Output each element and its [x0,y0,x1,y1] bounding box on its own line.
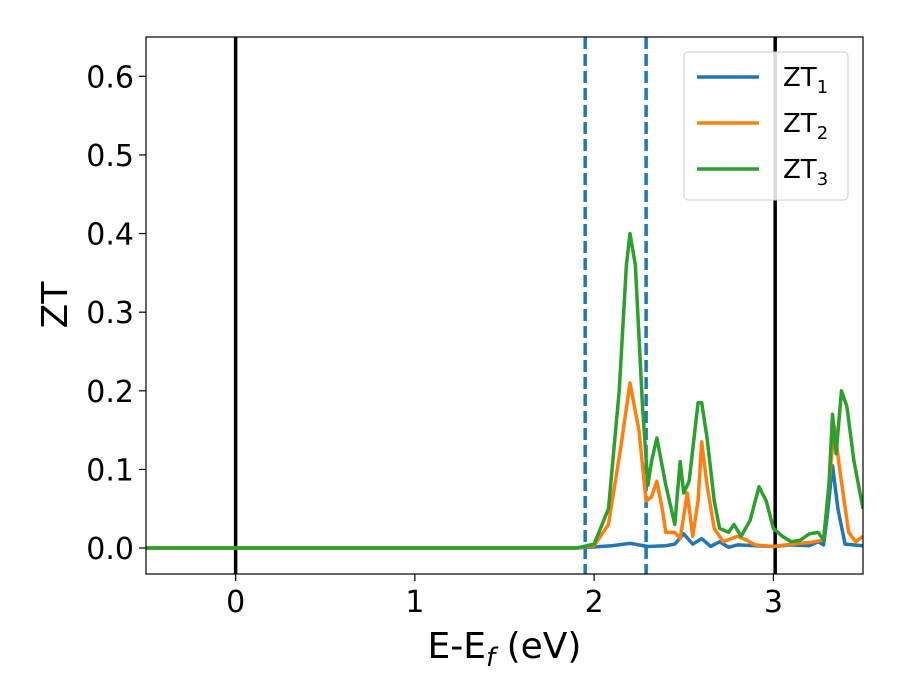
x-tick-label: 3 [764,585,783,620]
legend-label-zt1: ZT1 [783,63,828,98]
x-tick-label: 0 [226,585,245,620]
series-lines [146,231,863,550]
y-axis-ticks: 0.0 0.1 0.2 0.3 0.4 0.5 0.6 [86,60,146,567]
legend-label-zt2: ZT2 [783,109,828,144]
y-tick-label: 0.5 [86,139,134,174]
x-tick-label: 1 [405,585,424,620]
legend: ZT1 ZT2 ZT3 [683,51,849,201]
x-axis-label: E-Ef (eV) [428,626,582,673]
y-tick-label: 0.3 [86,296,134,331]
series-line-zt2 [146,381,863,550]
y-tick-label: 0.4 [86,218,134,253]
y-tick-label: 0.6 [86,60,134,95]
x-axis-ticks: 0 1 2 3 [226,574,783,620]
series-line-zt3 [146,231,863,550]
legend-label-zt3: ZT3 [783,155,828,190]
legend-box [683,51,849,201]
y-tick-label: 0.0 [86,532,134,567]
y-tick-label: 0.2 [86,375,134,410]
y-tick-label: 0.1 [86,453,134,488]
plot-frame [145,36,864,575]
x-tick-label: 2 [585,585,604,620]
y-axis-label: ZT [35,281,76,329]
